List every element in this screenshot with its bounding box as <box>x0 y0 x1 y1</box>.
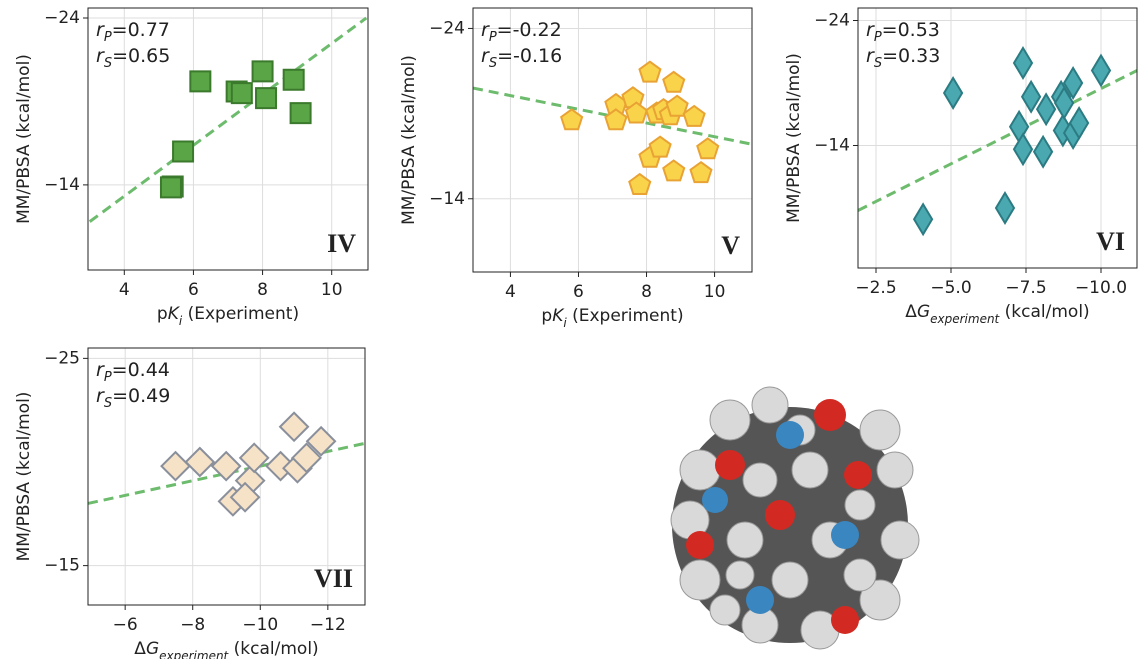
text-part: Δ <box>905 302 917 322</box>
data-point <box>161 177 181 197</box>
x-axis-label: ΔGexperiment (kcal/mol) <box>905 302 1089 326</box>
panel-label: IV <box>327 229 356 258</box>
x-tick-label: 6 <box>188 280 199 300</box>
data-point <box>190 71 210 91</box>
text-part: (Experiment) <box>567 306 684 326</box>
data-point <box>232 83 252 103</box>
x-tick-label: 8 <box>641 282 652 302</box>
data-point <box>161 452 189 480</box>
figure: 4 6 8 10 −24 −14 IV rP=0.77rS=0.65 pKi (Experime… <box>0 0 1142 659</box>
x-tick-label: −6 <box>113 615 138 635</box>
text-part: S <box>874 56 882 71</box>
data-point <box>284 70 304 90</box>
text-part: P <box>104 370 112 385</box>
trend-line <box>858 71 1137 211</box>
x-tick-label: −8 <box>180 615 205 635</box>
x-tick-label: 8 <box>257 280 268 300</box>
text-part: P <box>874 30 882 45</box>
x-tick-label: −2.5 <box>855 278 896 298</box>
data-point <box>944 78 962 108</box>
text-part: =0.33 <box>882 45 940 67</box>
stat-annotation: rS=0.49 <box>96 385 170 412</box>
y-tick-label: −25 <box>44 348 80 368</box>
data-point <box>691 162 712 182</box>
data-point <box>240 444 268 472</box>
text-part: (kcal/mol) <box>228 639 318 659</box>
text-part: p <box>541 306 552 326</box>
data-point <box>663 72 684 92</box>
panel-label: VI <box>1096 227 1125 256</box>
y-tick-label: −24 <box>814 11 850 31</box>
panel-label: V <box>721 231 740 260</box>
data-point <box>280 413 308 441</box>
y-axis-label: MM/PBSA (kcal/mol) <box>399 55 419 225</box>
y-axis-label: MM/PBSA (kcal/mol) <box>784 53 804 223</box>
x-tick-label: 4 <box>505 282 516 302</box>
y-tick-label: −14 <box>44 175 80 195</box>
text-part: p <box>157 304 168 324</box>
molecule-illustration <box>671 387 919 649</box>
x-axis-label: pKi (Experiment) <box>541 306 683 330</box>
data-point <box>256 88 276 108</box>
text-part: experiment <box>159 649 229 659</box>
x-tick-label: −5.0 <box>930 278 971 298</box>
x-tick-label: −12 <box>310 615 346 635</box>
y-tick-label: −24 <box>429 18 465 38</box>
y-tick-label: −24 <box>44 8 80 28</box>
x-tick-label: 4 <box>119 280 130 300</box>
data-point <box>173 142 193 162</box>
stat-annotation: rS=0.33 <box>866 45 940 72</box>
stat-annotation: rP=-0.22 <box>481 19 562 46</box>
panel-label: VII <box>314 564 353 593</box>
text-part: S <box>489 56 497 71</box>
text-part: Δ <box>134 639 146 659</box>
x-tick-label: 10 <box>321 280 343 300</box>
x-tick-label: 10 <box>704 282 726 302</box>
y-axis-label: MM/PBSA (kcal/mol) <box>14 392 34 562</box>
data-point <box>914 204 932 234</box>
y-tick-label: −14 <box>814 136 850 156</box>
x-axis-label: ΔGexperiment (kcal/mol) <box>134 639 318 659</box>
text-part: =0.77 <box>112 19 170 41</box>
text-part: =0.53 <box>882 19 940 41</box>
text-part: G <box>146 639 159 659</box>
text-part: =0.49 <box>112 385 170 407</box>
text-part: =-0.22 <box>497 19 562 41</box>
text-part: S <box>104 56 112 71</box>
y-tick-label: −14 <box>429 189 465 209</box>
stat-annotation: rP=0.77 <box>96 19 170 46</box>
data-point <box>996 193 1014 223</box>
data-point <box>663 161 684 181</box>
data-point <box>640 62 661 82</box>
stat-annotation: rS=0.65 <box>96 45 170 72</box>
stat-annotation: rS=-0.16 <box>481 45 562 72</box>
text-part: (kcal/mol) <box>999 302 1089 322</box>
text-part: experiment <box>930 312 1000 326</box>
data-point <box>1092 56 1110 86</box>
stat-annotation: rP=0.44 <box>96 359 170 386</box>
text-part: G <box>917 302 930 322</box>
x-tick-label: −10.0 <box>1075 278 1127 298</box>
text-part: =0.65 <box>112 45 170 67</box>
text-part: =0.44 <box>112 359 170 381</box>
data-point <box>253 61 273 81</box>
y-axis-label: MM/PBSA (kcal/mol) <box>14 54 34 224</box>
data-point <box>186 448 214 476</box>
y-tick-label: −15 <box>44 556 80 576</box>
text-part: S <box>104 396 112 411</box>
text-part: P <box>104 30 112 45</box>
x-tick-label: 6 <box>573 282 584 302</box>
text-part: P <box>489 30 497 45</box>
text-part: =-0.16 <box>497 45 562 67</box>
stat-annotation: rP=0.53 <box>866 19 940 46</box>
text-part: (Experiment) <box>182 304 299 324</box>
data-point <box>291 103 311 123</box>
data-point <box>650 137 671 157</box>
x-tick-label: −10 <box>242 615 278 635</box>
x-axis-label: pKi (Experiment) <box>157 304 299 328</box>
data-point <box>1014 48 1032 78</box>
data-point <box>629 174 650 194</box>
x-tick-label: −7.5 <box>1005 278 1046 298</box>
data-point <box>1034 137 1052 167</box>
